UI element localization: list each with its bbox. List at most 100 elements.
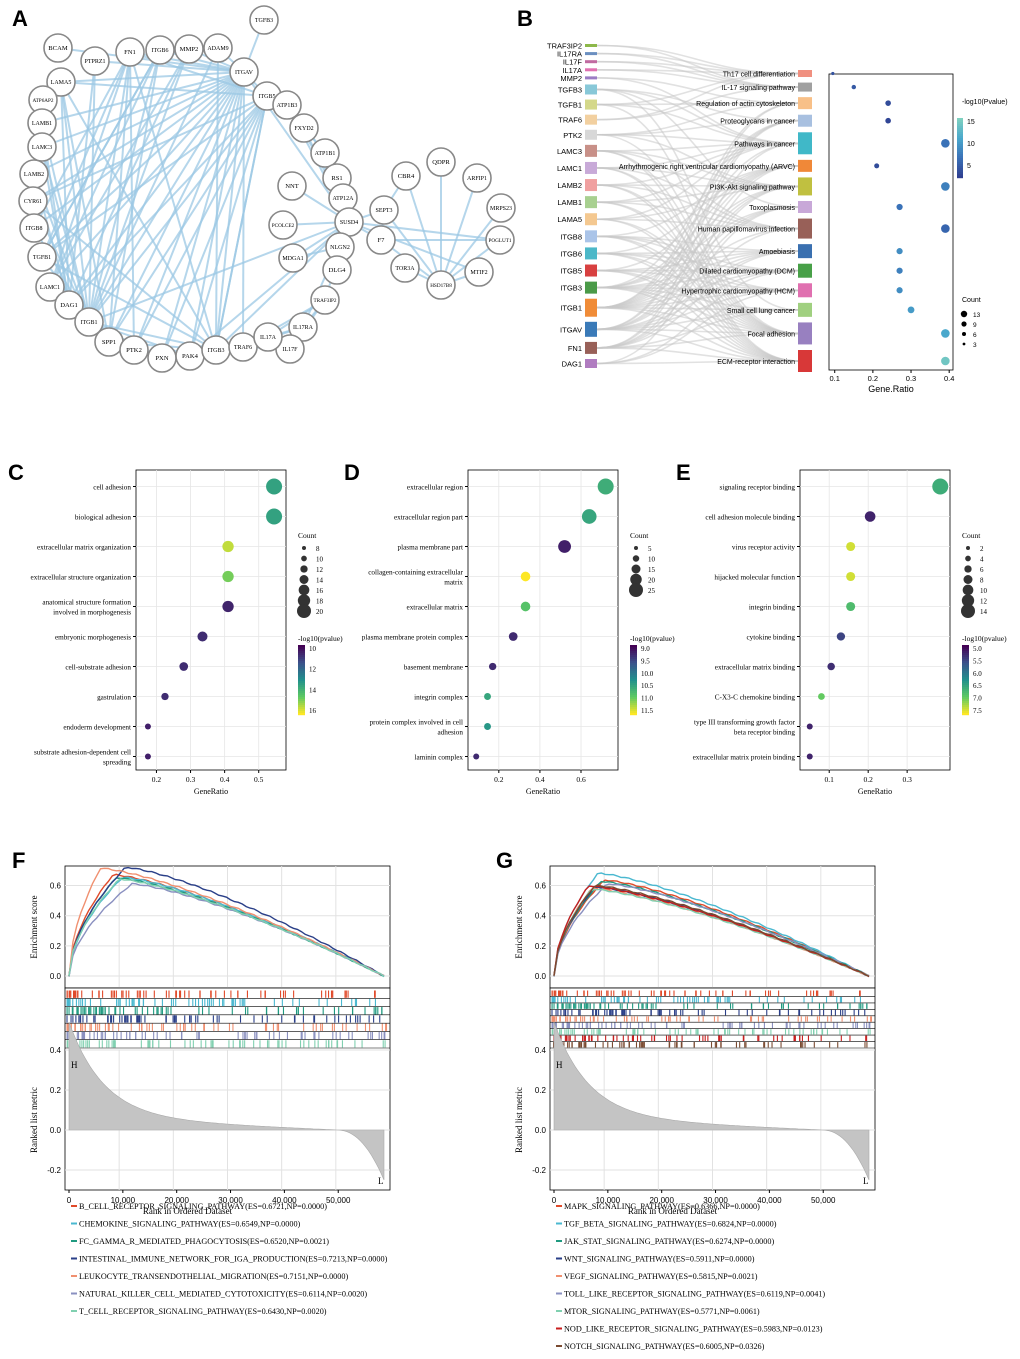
dotplot-row-label: extracellular matrix [407, 604, 464, 612]
network-node-circle [203, 33, 233, 63]
legend-b-color-bar [957, 154, 963, 157]
network-edge [88, 48, 190, 323]
sankey-link [596, 102, 799, 309]
sankey-link [596, 250, 799, 309]
gsea-metric-tick: 0.2 [50, 1086, 62, 1095]
panel-label-g: G [496, 848, 513, 873]
dotplot-point [144, 753, 151, 760]
legend-pvalue-bar [962, 689, 969, 692]
dotplot-b-tick-label: 0.3 [906, 374, 916, 383]
sankey-link [596, 206, 799, 349]
legend-pvalue-bar [298, 653, 305, 656]
legend-pvalue-title: -log10(pvalue) [962, 634, 1007, 643]
network-edge [60, 81, 110, 343]
legend-pvalue-bar [298, 657, 305, 660]
sankey-pathways: Th17 cell differentiation IL-17 signaling… [619, 70, 812, 372]
gsea-legend-label: MAPK_SIGNALING_PATHWAY(ES=0.6366,NP=0.00… [564, 1202, 760, 1211]
gsea-legend-label: TOLL_LIKE_RECEPTOR_SIGNALING_PATHWAY(ES=… [564, 1290, 825, 1299]
network-node-label: FN1 [124, 49, 136, 56]
network-node: ATP1B3 [272, 90, 302, 120]
network-node: ADAM9 [203, 33, 233, 63]
dotplot-point [597, 478, 614, 495]
dotplot-point [581, 509, 597, 524]
sankey-pathway-bar [798, 82, 812, 92]
network-node-label: NNT [285, 183, 299, 190]
dotplot-row-label: collagen-containing extracellular [368, 569, 463, 577]
dotplot-frame [135, 469, 287, 771]
sankey-gene-bar [585, 298, 597, 317]
sankey-pathway-bar [798, 322, 812, 345]
legend-pvalue-bar [962, 677, 969, 680]
network-node-label: PTPRZ1 [84, 59, 105, 65]
legend-b-color-bar [957, 158, 963, 161]
legend-b-color-bar [957, 136, 963, 139]
legend-pvalue-title: -log10(pvalue) [630, 634, 675, 643]
sankey-gene-bar [585, 129, 597, 140]
gsea-xlabel: Rank in Ordered Dataset [143, 1206, 233, 1216]
network-node: MTIF2 [464, 257, 494, 287]
network-node-circle [80, 46, 110, 76]
network-node-circle [35, 272, 65, 302]
dotplot-b-point [941, 224, 950, 233]
gsea-es-tick: 0.0 [535, 972, 547, 981]
legend-pvalue-bar [298, 713, 305, 716]
dotplot-row-label: virus receptor activity [732, 544, 795, 552]
dotplot-b-point [885, 117, 891, 124]
legend-pvalue-bar [630, 675, 637, 678]
dotplot-row-label: matrix [444, 579, 463, 587]
sankey-link [596, 269, 799, 335]
network-node-label: ITGAV [235, 70, 254, 76]
dotplot-b-point [896, 203, 903, 211]
legend-pvalue-bar [298, 679, 305, 682]
network-edge [189, 221, 350, 357]
dotplot-row-label: cytokine binding [746, 634, 795, 642]
legend-b-color-title: -log10(Pvalue) [962, 99, 1008, 106]
legend-pvalue-bar [630, 701, 637, 704]
dotplot-row-label: protein complex involved in cell [370, 719, 463, 727]
legend-pvalue-bar [298, 705, 305, 708]
network-edge [108, 95, 268, 343]
gsea-legend-label: CHEMOKINE_SIGNALING_PATHWAY(ES=0.6549,NP… [79, 1220, 301, 1229]
sankey-gene-bar [585, 281, 597, 294]
gsea-metric-ylabel: Ranked list metric [514, 1087, 524, 1153]
network-node-circle [310, 285, 340, 315]
legend-b-color-bar [957, 162, 963, 165]
network-edge [41, 71, 245, 148]
legend-pvalue-bar [630, 667, 637, 670]
sankey-gene-label: ITGB6 [560, 249, 582, 258]
network-node: TGFB1 [27, 242, 57, 272]
network-node: QDPR [426, 147, 456, 177]
gsea-metric-tick: 0.4 [535, 1046, 547, 1055]
legend-b-color-bar [957, 166, 963, 169]
network-node: HSD17B8 [426, 270, 456, 300]
dotplot-b-point [941, 182, 950, 191]
legend-pvalue-bar [298, 663, 305, 666]
sankey-pathway-label: Regulation of actin cytoskeleton [696, 101, 795, 108]
sankey-link [596, 252, 799, 335]
legend-pvalue-bar [630, 711, 637, 714]
legend-count-dot [961, 594, 975, 607]
network-node-circle [46, 67, 76, 97]
legend-pvalue-tick: 6.5 [973, 682, 982, 690]
gsea-metric-ylabel: Ranked list metric [29, 1087, 39, 1153]
legend-pvalue-bar [298, 709, 305, 712]
legend-pvalue-bar [630, 649, 637, 652]
panel-label-d: D [344, 460, 360, 485]
gsea-x-tick-label: 50,000 [326, 1196, 351, 1205]
network-node: ITGB6 [145, 35, 175, 65]
gsea-plot-g: 0.0 0.2 0.4 0.6 Enrichment score -0.2 0.0 0.2 0.… [514, 865, 876, 1351]
legend-b-size-dot [962, 332, 966, 336]
legend-pvalue-tick: 9.5 [641, 657, 650, 665]
network-node-label: TOR3A [395, 266, 415, 272]
sankey-link [596, 167, 799, 230]
dotplot-b-point [896, 267, 903, 274]
dotplot-point [846, 601, 856, 612]
legend-pvalue-tick: 5.5 [973, 657, 982, 665]
legend-count-dot [965, 555, 971, 562]
legend-pvalue-bar [298, 649, 305, 652]
legend-pvalue-bar [962, 701, 969, 704]
legend-pvalue-bar [962, 661, 969, 664]
network-node-label: IL17RA [293, 325, 314, 331]
dotplot-point [520, 601, 531, 612]
network-node: IL17A [253, 322, 283, 352]
